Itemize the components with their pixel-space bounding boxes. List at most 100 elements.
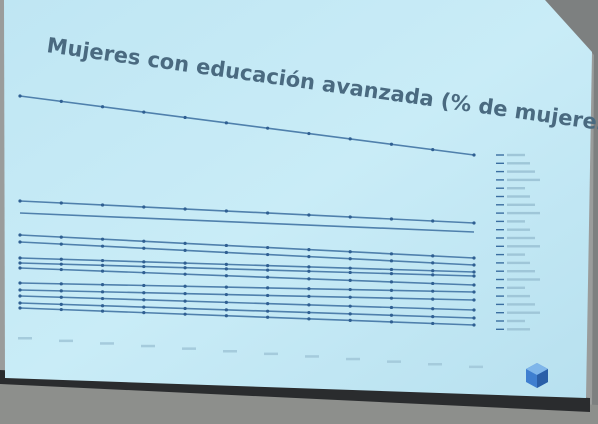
slide-dot xyxy=(472,298,475,301)
slide-dot xyxy=(60,268,63,271)
slide-dot xyxy=(183,285,186,288)
slide-dot xyxy=(18,233,21,236)
slide-dot xyxy=(472,308,475,311)
legend-blur xyxy=(507,162,530,164)
slide-dot xyxy=(60,282,63,285)
slide-dot xyxy=(349,137,352,140)
slide-dot xyxy=(349,257,352,260)
slide-dot xyxy=(101,290,104,293)
slide-dot xyxy=(307,287,310,290)
slide-dot xyxy=(18,256,21,259)
slide-dot xyxy=(142,247,145,250)
page: Mujeres con educación avanzada (% de muj… xyxy=(0,0,598,424)
slide-dot xyxy=(183,207,186,210)
x-label-blur xyxy=(305,355,319,358)
legend-blur xyxy=(507,170,535,172)
slide-dot xyxy=(225,267,228,270)
slide-dot xyxy=(349,271,352,274)
slide-dot xyxy=(431,297,434,300)
slide-dot xyxy=(225,274,228,277)
legend-blur xyxy=(507,237,535,239)
slide-dot xyxy=(307,255,310,258)
slide-dot xyxy=(183,292,186,295)
legend-blur xyxy=(507,312,540,314)
slide-dot xyxy=(183,249,186,252)
slide-dot xyxy=(18,294,21,297)
slide-dot xyxy=(349,296,352,299)
slide-dot xyxy=(101,238,104,241)
x-label-blur xyxy=(469,366,483,369)
slide-dot xyxy=(142,205,145,208)
slide-dot xyxy=(390,143,393,146)
slide-dot xyxy=(307,270,310,273)
slide-dot xyxy=(225,244,228,247)
slide-dot xyxy=(142,240,145,243)
slide-dot xyxy=(101,105,104,108)
legend-blur xyxy=(507,320,525,322)
slide-dot xyxy=(60,201,63,204)
slide-dot xyxy=(18,266,21,269)
slide-dot xyxy=(431,254,434,257)
slide-dot xyxy=(472,290,475,293)
slide-dot xyxy=(60,242,63,245)
slide-dot xyxy=(142,271,145,274)
slide-dot xyxy=(266,294,269,297)
slide-dot xyxy=(390,314,393,317)
slide-dot xyxy=(18,288,21,291)
slide-dot xyxy=(101,264,104,267)
legend-blur xyxy=(507,179,540,181)
legend-blur xyxy=(507,262,530,264)
slide-dot xyxy=(431,273,434,276)
slide-dot xyxy=(472,283,475,286)
slide-dot xyxy=(101,283,104,286)
slide-dot xyxy=(142,305,145,308)
slide-dot xyxy=(431,307,434,310)
slide-dot xyxy=(431,315,434,318)
slide-dot xyxy=(349,319,352,322)
slide-dot xyxy=(142,260,145,263)
slide-dot xyxy=(60,258,63,261)
legend-blur xyxy=(507,270,535,272)
slide-dot xyxy=(472,221,475,224)
legend-blur xyxy=(507,229,530,231)
slide-dot xyxy=(307,295,310,298)
slide-dot xyxy=(472,274,475,277)
slide-dot xyxy=(266,286,269,289)
slide-dot xyxy=(266,246,269,249)
slide-dot xyxy=(60,263,63,266)
legend-blur xyxy=(507,253,525,255)
slide-dot xyxy=(349,312,352,315)
slide-dot xyxy=(431,282,434,285)
slide-dot xyxy=(18,281,21,284)
slide-dot xyxy=(101,203,104,206)
slide-dot xyxy=(225,285,228,288)
slide-dot xyxy=(431,290,434,293)
slide-dot xyxy=(60,308,63,311)
slide-dot xyxy=(307,277,310,280)
slide-dot xyxy=(266,211,269,214)
x-label-blur xyxy=(59,340,73,343)
slide-dot xyxy=(390,306,393,309)
slide-dot xyxy=(472,316,475,319)
legend-blur xyxy=(507,154,525,156)
slide-dot xyxy=(142,311,145,314)
slide-dot xyxy=(60,303,63,306)
legend-blur xyxy=(507,187,525,189)
legend-blur xyxy=(507,295,530,297)
slide-dot xyxy=(266,310,269,313)
slide-dot xyxy=(349,215,352,218)
slide-dot xyxy=(225,293,228,296)
slide-dot xyxy=(390,289,393,292)
slide-dot xyxy=(142,265,145,268)
x-label-blur xyxy=(346,358,360,361)
slide-dot xyxy=(18,199,21,202)
slide-dot xyxy=(225,308,228,311)
slide-dot xyxy=(101,269,104,272)
slide-dot xyxy=(101,304,104,307)
slide-dot xyxy=(183,261,186,264)
x-label-blur xyxy=(223,350,237,353)
slide-dot xyxy=(225,314,228,317)
slide-dot xyxy=(431,269,434,272)
x-label-blur xyxy=(182,347,196,350)
slide-dot xyxy=(266,276,269,279)
